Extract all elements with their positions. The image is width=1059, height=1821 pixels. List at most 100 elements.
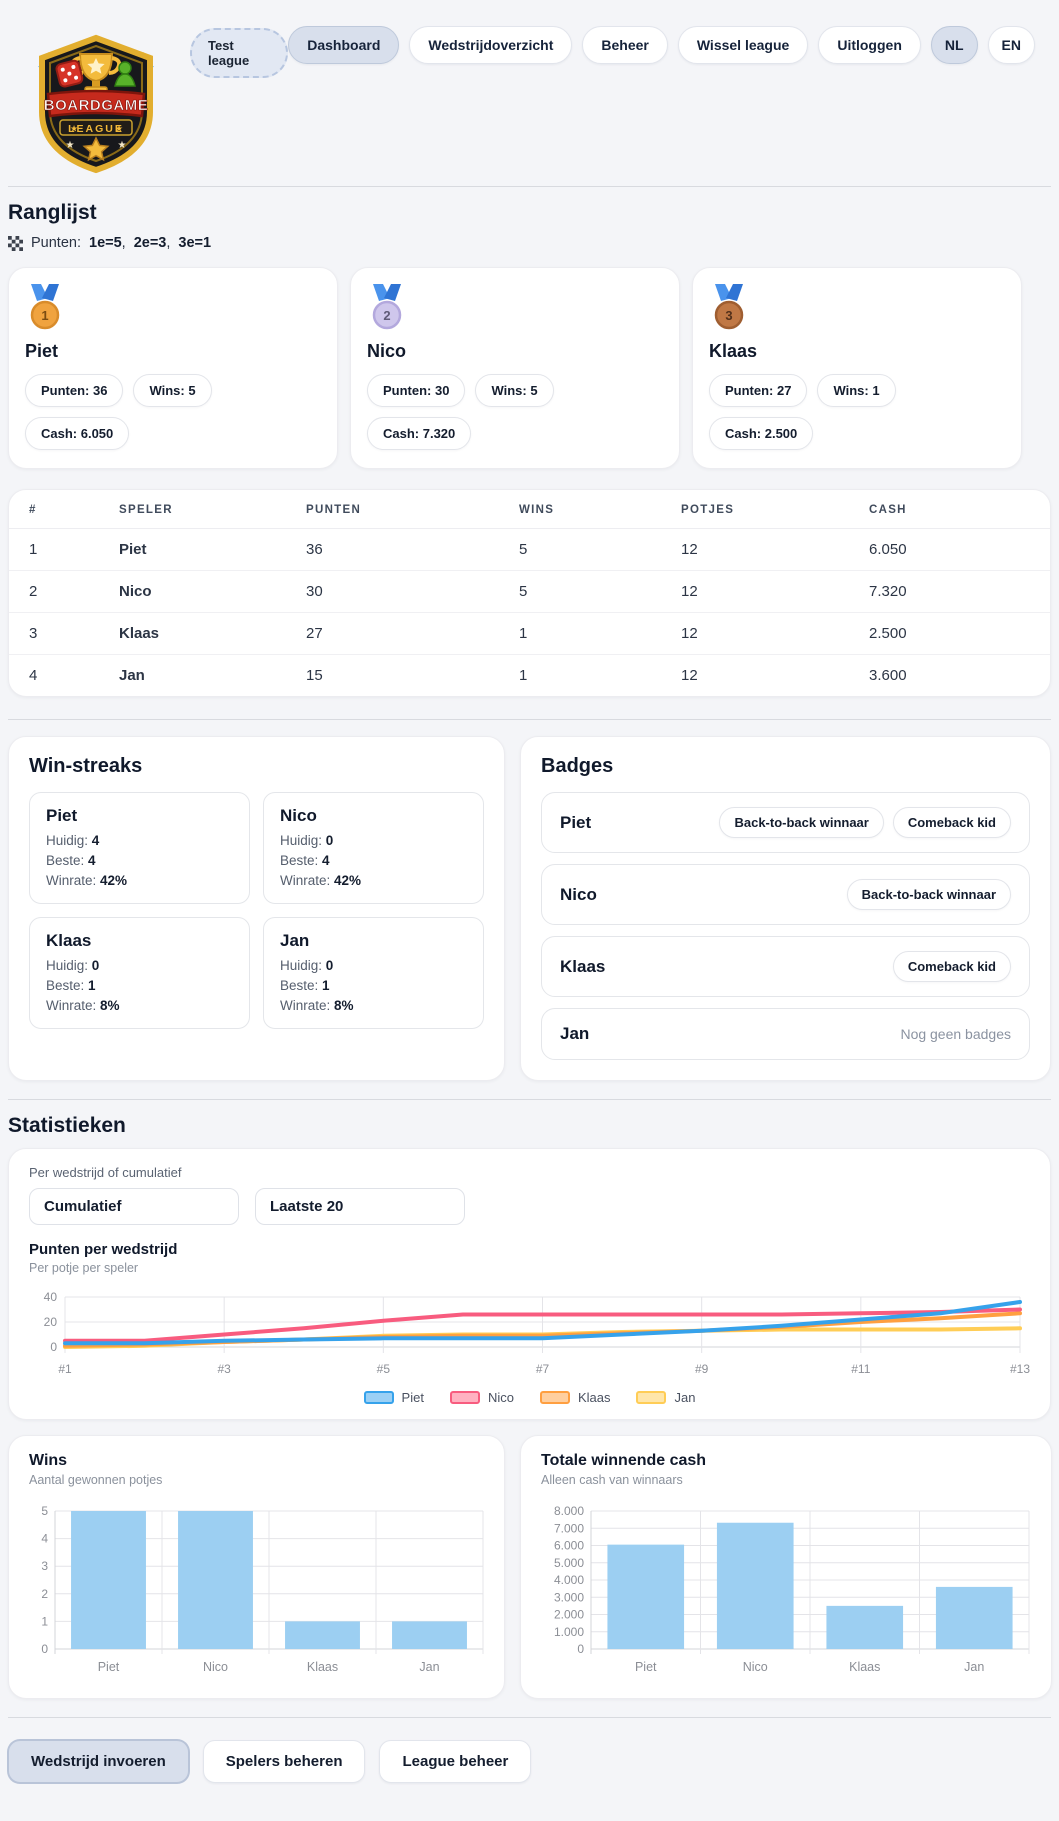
table-row: 3 Klaas 27 1 12 2.500 bbox=[9, 613, 1050, 655]
legend-item-nico[interactable]: Nico bbox=[449, 1390, 514, 1405]
cell-rank: 2 bbox=[29, 583, 38, 600]
streak-player-name: Klaas bbox=[46, 931, 92, 950]
legend-item-jan[interactable]: Jan bbox=[636, 1390, 695, 1405]
col-header-punten: PUNTEN bbox=[306, 504, 362, 516]
wins-pill: Wins: 5 bbox=[475, 374, 554, 407]
svg-text:5.000: 5.000 bbox=[554, 1556, 584, 1570]
klaas-legend-swatch bbox=[539, 1391, 570, 1404]
legend-item-klaas[interactable]: Klaas bbox=[539, 1390, 610, 1405]
streak-card-klaas: Klaas Huidig: 0 Beste: 1 Winrate: 8% bbox=[29, 917, 250, 1029]
section-divider bbox=[8, 186, 1051, 187]
section-divider bbox=[8, 719, 1051, 720]
no-badges-text: Nog geen badges bbox=[900, 1026, 1011, 1042]
svg-text:3: 3 bbox=[41, 1559, 48, 1573]
table-row: 4 Jan 15 1 12 3.600 bbox=[9, 655, 1050, 696]
cell-potjes: 12 bbox=[681, 667, 698, 684]
nav-uitloggen-button[interactable]: Uitloggen bbox=[818, 26, 921, 64]
nav-wedstrijdoverzicht-button[interactable]: Wedstrijdoverzicht bbox=[409, 26, 573, 64]
svg-text:2: 2 bbox=[41, 1587, 48, 1601]
streak-player-name: Piet bbox=[46, 806, 78, 825]
legend-label: Piet bbox=[401, 1390, 424, 1405]
silver-medal-icon: 2 bbox=[372, 284, 402, 330]
cell-wins: 5 bbox=[519, 583, 528, 600]
badge-row-jan: Jan Nog geen badges bbox=[541, 1008, 1030, 1060]
logo-text-boardgame: BOARDGAME bbox=[44, 97, 149, 114]
medal-rank-1: 1 bbox=[41, 308, 48, 323]
logo-text-league: LEAGUE bbox=[68, 123, 124, 135]
svg-text:Jan: Jan bbox=[419, 1660, 439, 1674]
badges-title: Badges bbox=[541, 755, 614, 777]
svg-text:7.000: 7.000 bbox=[554, 1521, 584, 1535]
ranking-table: # SPELER PUNTEN WINS POTJES CASH 1 Piet … bbox=[8, 489, 1051, 697]
range-select[interactable]: Laatste 20 bbox=[255, 1188, 465, 1225]
section-divider bbox=[8, 1717, 1051, 1718]
cash-pill: Cash: 6.050 bbox=[25, 417, 130, 450]
nav-wissel-league-button[interactable]: Wissel league bbox=[677, 26, 809, 64]
cell-potjes: 12 bbox=[681, 625, 698, 642]
cell-cash: 7.320 bbox=[869, 583, 907, 600]
svg-text:Piet: Piet bbox=[98, 1660, 120, 1674]
statistieken-title: Statistieken bbox=[8, 1114, 126, 1137]
svg-text:0: 0 bbox=[41, 1642, 48, 1656]
wins-chart-subtitle: Aantal gewonnen potjes bbox=[29, 1473, 163, 1487]
svg-text:5: 5 bbox=[41, 1504, 48, 1518]
svg-text:1.000: 1.000 bbox=[554, 1625, 584, 1639]
medal-rank-3: 3 bbox=[725, 308, 732, 323]
podium-player-name: Nico bbox=[367, 341, 407, 361]
nav-dashboard-button[interactable]: Dashboard bbox=[288, 26, 400, 64]
streak-player-name: Nico bbox=[280, 806, 317, 825]
svg-text:0: 0 bbox=[50, 1340, 57, 1354]
svg-text:#5: #5 bbox=[377, 1362, 391, 1376]
col-header-rank: # bbox=[29, 504, 37, 516]
legend-label: Jan bbox=[674, 1390, 696, 1405]
points-rule-3: 3e=1 bbox=[178, 235, 212, 251]
points-legend-label: Punten: bbox=[31, 235, 81, 251]
svg-text:Piet: Piet bbox=[635, 1660, 657, 1674]
streak-huidig: Huidig: 0 bbox=[46, 957, 100, 973]
svg-text:#3: #3 bbox=[217, 1362, 231, 1376]
checkerboard-icon bbox=[8, 235, 23, 251]
col-header-cash: CASH bbox=[869, 504, 907, 516]
badges-panel: Badges Piet Back-to-back winnaar Comebac… bbox=[520, 736, 1051, 1081]
badge-pill-group: Comeback kid bbox=[892, 951, 1011, 982]
col-header-speler: SPELER bbox=[119, 504, 173, 516]
gold-medal-icon: 1 bbox=[30, 284, 60, 330]
logo-small-star-left: ★ bbox=[66, 140, 75, 151]
badge-rows: Piet Back-to-back winnaar Comeback kid N… bbox=[541, 792, 1030, 1060]
line-chart-subtitle: Per potje per speler bbox=[29, 1261, 139, 1275]
cell-speler: Klaas bbox=[119, 625, 160, 642]
cell-wins: 5 bbox=[519, 541, 528, 558]
table-row: 1 Piet 36 5 12 6.050 bbox=[9, 529, 1050, 571]
legend-item-piet[interactable]: Piet bbox=[363, 1390, 424, 1405]
lang-en-button[interactable]: EN bbox=[987, 26, 1035, 64]
spelers-beheren-button[interactable]: Spelers beheren bbox=[202, 1740, 366, 1783]
win-streaks-panel: Win-streaks Piet Huidig: 4 Beste: 4 Winr… bbox=[8, 736, 505, 1081]
svg-text:3.000: 3.000 bbox=[554, 1590, 584, 1604]
points-rule-2: 2e=3, bbox=[133, 235, 171, 251]
league-beheer-button[interactable]: League beheer bbox=[379, 1740, 532, 1783]
badge-row-nico: Nico Back-to-back winnaar bbox=[541, 864, 1030, 925]
header: BOARDGAME ★ LEAGUE ★ ★ ★ Test league Das… bbox=[8, 0, 1051, 180]
streak-huidig: Huidig: 0 bbox=[280, 832, 334, 848]
cell-speler: Piet bbox=[119, 541, 147, 558]
wedstrijd-invoeren-button[interactable]: Wedstrijd invoeren bbox=[8, 1740, 189, 1783]
svg-text:Klaas: Klaas bbox=[307, 1660, 338, 1674]
nav-beheer-button[interactable]: Beheer bbox=[582, 26, 668, 64]
streak-beste: Beste: 1 bbox=[280, 977, 330, 993]
cell-rank: 1 bbox=[29, 541, 38, 558]
cell-cash: 6.050 bbox=[869, 541, 907, 558]
wins-chart-card: Wins Aantal gewonnen potjes 0 1 2 3 4 5 Piet Ni… bbox=[8, 1435, 505, 1699]
svg-text:4.000: 4.000 bbox=[554, 1573, 584, 1587]
punten-pill: Punten: 30 bbox=[367, 374, 466, 407]
svg-text:6.000: 6.000 bbox=[554, 1539, 584, 1553]
section-divider bbox=[8, 1099, 1051, 1100]
win-streaks-title: Win-streaks bbox=[29, 755, 143, 777]
mode-select[interactable]: Cumulatief bbox=[29, 1188, 239, 1225]
lang-nl-button[interactable]: NL bbox=[930, 26, 978, 64]
streak-beste: Beste: 4 bbox=[280, 852, 330, 868]
streak-card-piet: Piet Huidig: 4 Beste: 4 Winrate: 42% bbox=[29, 792, 250, 904]
punten-pill: Punten: 27 bbox=[709, 374, 808, 407]
podium-card-2: 2 Nico Punten: 30 Wins: 5 Cash: 7.320 bbox=[350, 267, 680, 469]
points-rule-1: 1e=5, bbox=[89, 235, 126, 251]
logo-star-left: ★ bbox=[70, 124, 78, 134]
